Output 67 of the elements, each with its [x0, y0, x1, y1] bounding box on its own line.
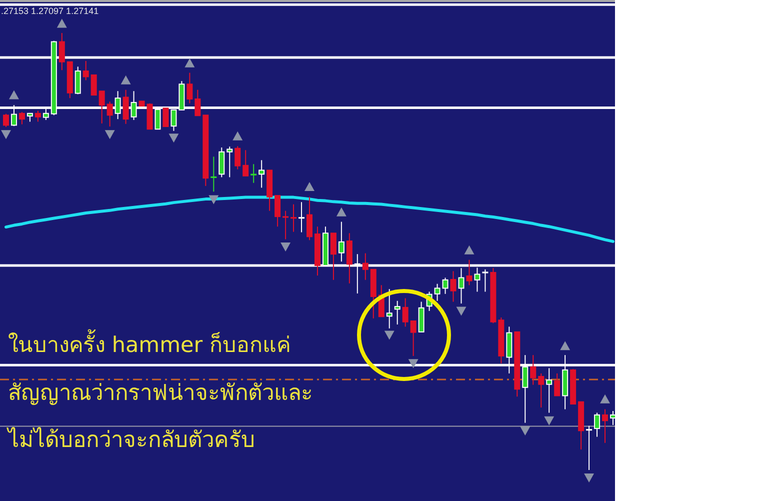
candlestick [434, 283, 440, 302]
point [456, 306, 466, 316]
candlestick [274, 194, 281, 228]
candlestick [410, 320, 416, 356]
candlestick [194, 89, 201, 116]
candlestick [122, 89, 129, 124]
candlestick [306, 196, 312, 241]
point [560, 341, 570, 350]
candlestick [554, 372, 560, 396]
point [280, 242, 291, 252]
point [464, 245, 474, 254]
candlestick [338, 221, 344, 262]
candlestick [106, 101, 113, 128]
candlestick [298, 202, 306, 233]
candlestick [218, 146, 225, 178]
point [544, 416, 554, 426]
point [384, 330, 394, 340]
candlestick [346, 232, 352, 284]
annotation: สัญญาณว่ากราฟน่าจะพักตัวและ [8, 381, 313, 406]
point [120, 75, 131, 84]
candlestick [282, 210, 290, 240]
candlestick [98, 90, 105, 124]
candlestick [450, 270, 456, 302]
annotation: ไม่ได้บอกว่าจะกลับตัวครับ [6, 427, 255, 453]
candlestick [82, 60, 89, 81]
candlestick [538, 372, 544, 408]
point [600, 394, 610, 404]
point [208, 195, 219, 204]
point [232, 131, 243, 140]
candlestick [585, 425, 593, 470]
candlestick [90, 74, 97, 96]
candlestick [250, 164, 258, 184]
candlestick [74, 66, 81, 95]
candlestick [530, 354, 536, 386]
point [304, 182, 314, 192]
candlestick [442, 277, 448, 294]
candlestick [386, 288, 392, 329]
candlestick [226, 146, 233, 178]
point [336, 207, 346, 216]
point [0, 130, 11, 140]
candlestick [394, 300, 400, 325]
candlestick [402, 298, 408, 328]
candlestick [290, 204, 298, 232]
candlestick [186, 72, 193, 104]
candlestick [258, 160, 265, 188]
candlestick [330, 232, 336, 280]
point [168, 134, 179, 143]
text: .27153 1.27097 1.27141 [1, 6, 99, 16]
candlestick [18, 112, 25, 125]
point [408, 359, 418, 368]
point [8, 90, 19, 100]
candlestick [162, 108, 169, 128]
candlestick [610, 410, 616, 426]
candlestick [466, 259, 472, 286]
candlestick [594, 412, 600, 438]
candlestick [234, 146, 241, 170]
point [104, 130, 115, 140]
point [520, 426, 530, 436]
candlestick [210, 156, 218, 192]
candlestick [58, 32, 65, 71]
point [184, 58, 195, 68]
candlestick [362, 252, 368, 280]
candlestick [2, 113, 9, 128]
candlestick [602, 408, 608, 444]
candlestick [34, 110, 41, 122]
annotation: ในบางครั้ง hammer ก็บอกแค่ [8, 329, 290, 358]
candlestick [242, 150, 249, 176]
